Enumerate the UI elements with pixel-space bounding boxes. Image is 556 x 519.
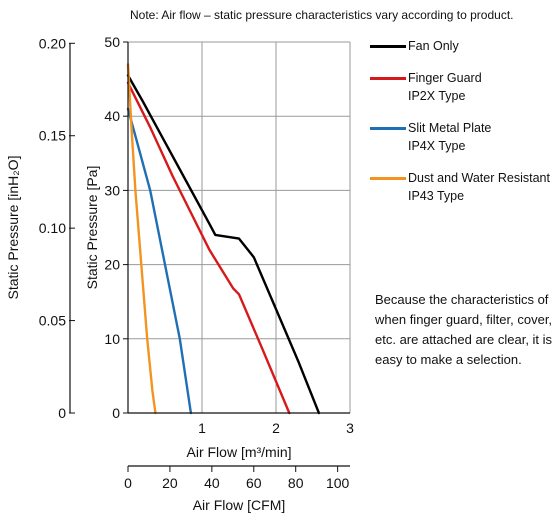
x-axis-title: Air Flow [m³/min] <box>187 444 292 460</box>
inh2o-tick-label: 0.20 <box>39 35 66 51</box>
side-note: Because the characteristics of when fing… <box>375 292 553 367</box>
legend-label: Dust and Water Resistant <box>408 171 550 185</box>
legend-sublabel: IP4X Type <box>408 139 466 153</box>
legend-item: Dust and Water Resistant IP43 Type <box>368 169 556 205</box>
legend-item: Fan Only <box>368 37 556 55</box>
series-line-3 <box>126 107 193 415</box>
axes <box>69 41 350 472</box>
legend-swatch <box>370 127 406 130</box>
legend-label: Finger Guard <box>408 71 482 85</box>
top-note: Note: Air flow – static pressure charact… <box>130 8 514 22</box>
y-tick-label: 10 <box>104 331 120 347</box>
x-tick-label: 2 <box>272 420 280 436</box>
series-line-2 <box>126 81 291 415</box>
axis-labels: 0 10 20 30 40 50 1 2 3 Air Flow [m³/min] 0 20 40 60 80… <box>5 34 354 513</box>
y-axis-title: Static Pressure [Pa] <box>84 166 100 290</box>
legend-item: Finger Guard IP2X Type <box>368 69 556 105</box>
inh2o-tick-label: 0.05 <box>39 313 66 329</box>
x-tick-label: 3 <box>346 420 354 436</box>
inh2o-tick-label: 0 <box>58 405 66 421</box>
plot-area <box>128 42 350 413</box>
series-lines <box>126 63 321 415</box>
inh2o-tick-label: 0.15 <box>39 128 66 144</box>
cfm-tick-label: 80 <box>288 475 304 491</box>
cfm-tick-label: 20 <box>162 475 178 491</box>
legend-swatch <box>370 45 406 48</box>
legend-label: Slit Metal Plate <box>408 121 492 135</box>
inh2o-tick-label: 0.10 <box>39 220 66 236</box>
cfm-axis-title: Air Flow [CFM] <box>193 497 286 513</box>
cfm-tick-label: 0 <box>124 475 132 491</box>
y-tick-label: 50 <box>104 34 120 50</box>
series-line-1 <box>126 74 321 415</box>
legend-swatch <box>370 177 406 180</box>
cfm-tick-label: 60 <box>246 475 262 491</box>
legend-sublabel: IP2X Type <box>408 89 466 103</box>
inh2o-axis-title: Static Pressure [inH₂O] <box>5 156 21 300</box>
y-tick-label: 40 <box>104 108 120 124</box>
cfm-tick-label: 100 <box>326 475 350 491</box>
cfm-tick-label: 40 <box>204 475 220 491</box>
legend-sublabel: IP43 Type <box>408 189 465 203</box>
y-tick-label: 30 <box>104 182 120 198</box>
series-line-4 <box>126 63 157 415</box>
legend: Fan Only Finger Guard IP2X Type Slit Metal … <box>368 37 556 219</box>
y-tick-label: 20 <box>104 257 120 273</box>
legend-label: Fan Only <box>408 39 459 53</box>
legend-item: Slit Metal Plate IP4X Type <box>368 119 556 155</box>
legend-swatch <box>370 77 406 80</box>
y-tick-label: 0 <box>112 405 120 421</box>
x-tick-label: 1 <box>198 420 206 436</box>
